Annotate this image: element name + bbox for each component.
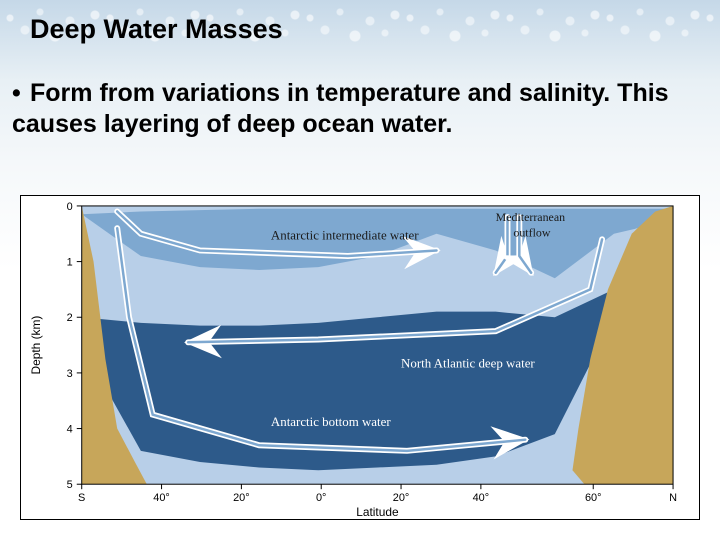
xtick-1: 40° [153,492,170,504]
xtick-5: 40° [473,492,490,504]
xtick-7: N [669,492,677,504]
water-mass-label-3: North Atlantic deep water [401,355,535,370]
ocean-cross-section-chart: Antarctic intermediate water Mediterranea… [20,195,700,520]
chart-svg: Antarctic intermediate water Mediterranea… [21,196,699,519]
xtick-3: 0° [316,492,326,504]
water-mass-label-1: Mediterranean [496,210,565,224]
water-mass-label-4: Antarctic bottom water [271,414,391,429]
bullet-point: •Form from variations in temperature and… [12,78,700,141]
xtick-4: 20° [393,492,410,504]
ytick-5: 5 [67,479,73,491]
xtick-6: 60° [585,492,602,504]
ytick-0: 0 [67,201,73,213]
x-axis-label: Latitude [356,505,399,519]
bullet-content: Form from variations in temperature and … [12,79,669,138]
xtick-2: 20° [233,492,250,504]
slide-title: Deep Water Masses [30,14,283,45]
xtick-0: S [78,492,85,504]
ytick-4: 4 [67,424,73,436]
ytick-1: 1 [67,257,73,269]
water-mass-label-2: outflow [513,226,550,240]
ytick-2: 2 [67,312,73,324]
water-mass-label-0: Antarctic intermediate water [271,227,419,242]
ytick-3: 3 [67,368,73,380]
bullet-marker: • [12,78,30,109]
y-axis-label: Depth (km) [29,316,43,375]
